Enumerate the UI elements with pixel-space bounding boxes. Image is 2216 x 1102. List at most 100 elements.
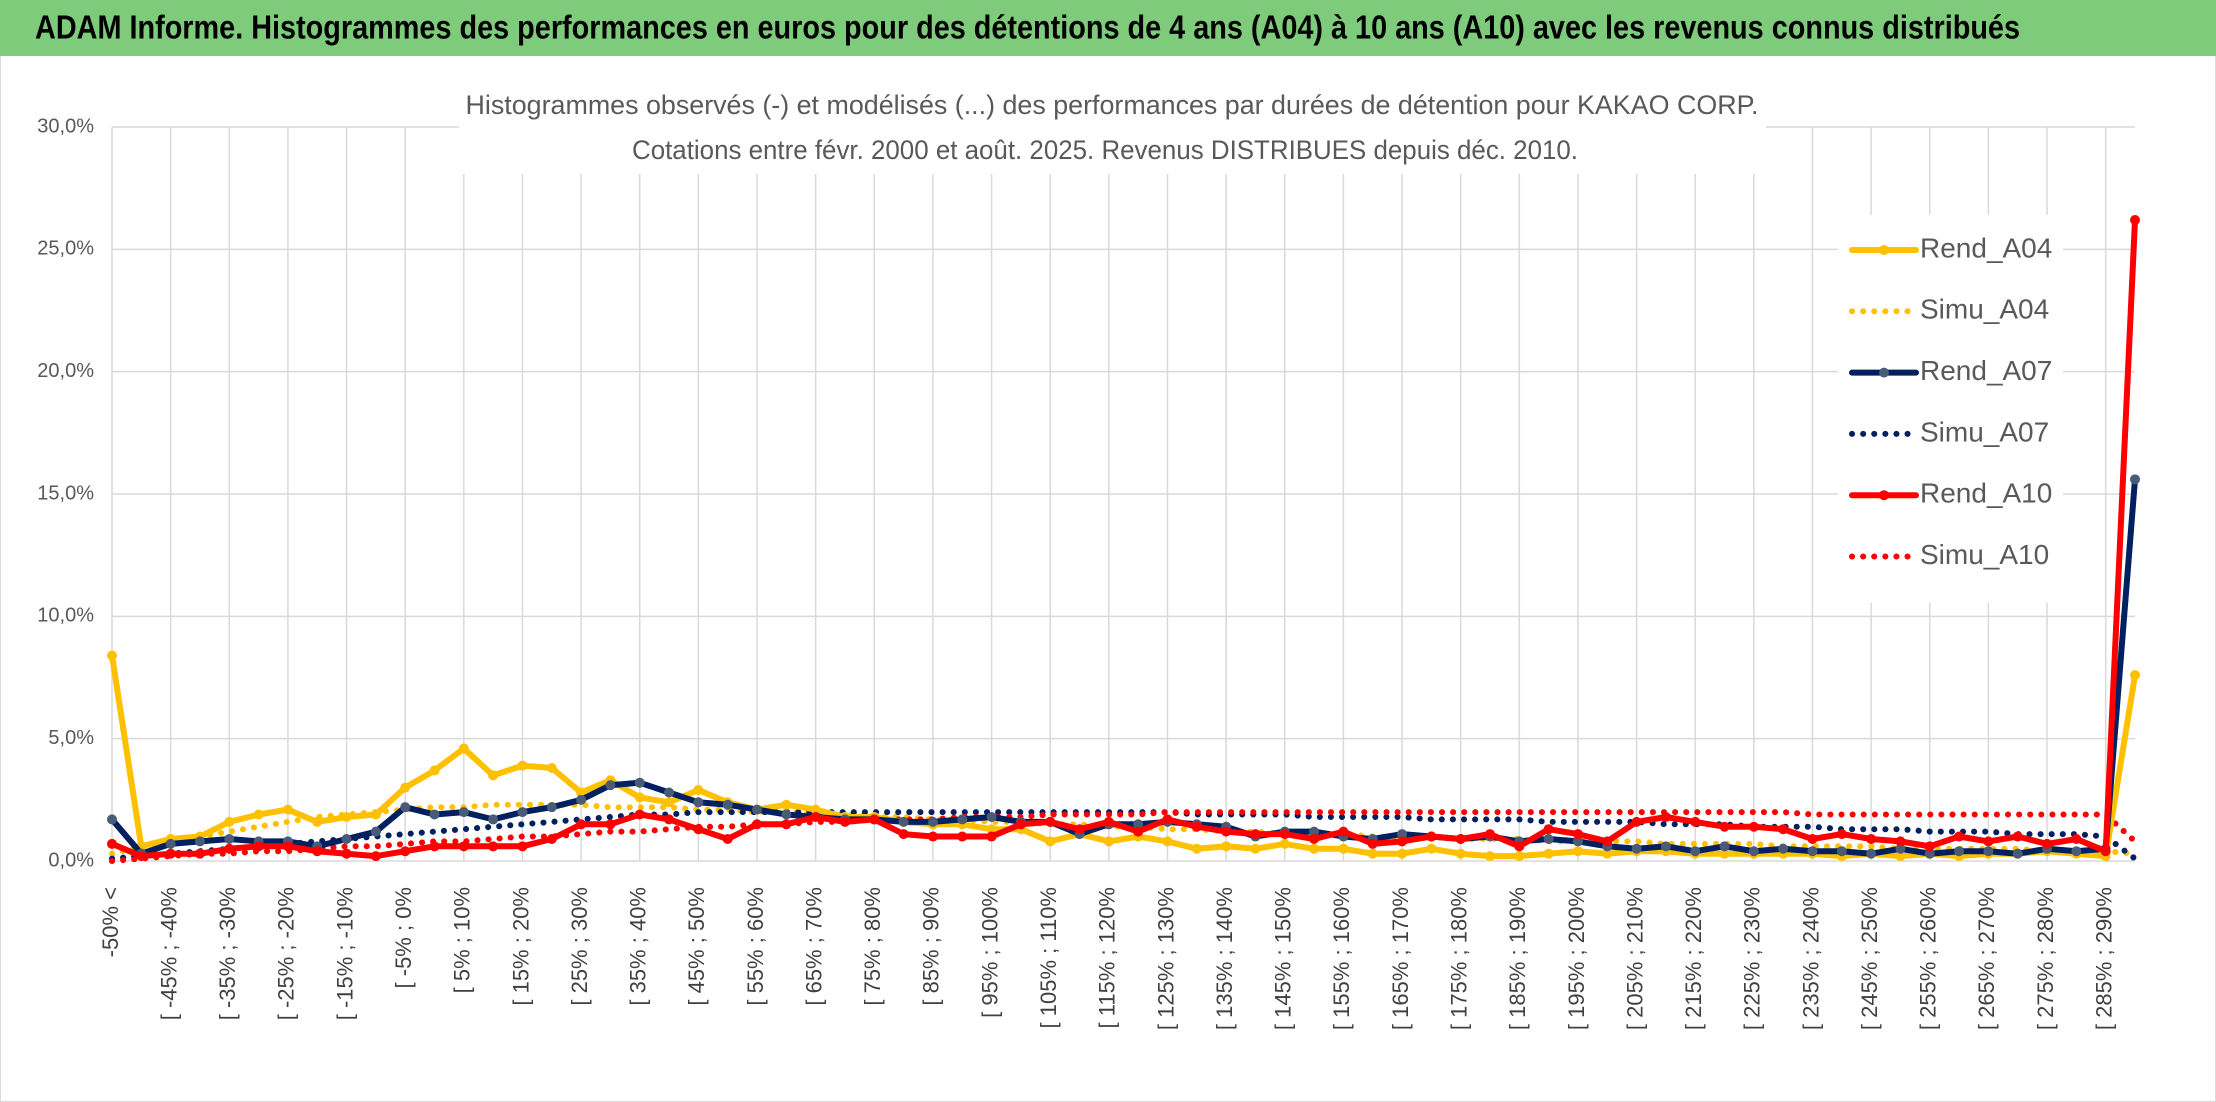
series-marker: [927, 831, 938, 842]
series-marker: [957, 831, 968, 842]
y-tick-label: 5,0%: [48, 727, 94, 749]
series-marker: [1572, 836, 1583, 847]
series-marker: [458, 841, 469, 852]
legend: Rend_A04 Simu_A04 Rend_A07 Simu_A07 Rend_A10…: [1838, 215, 2063, 603]
series-marker: [1895, 851, 1906, 862]
y-tick-label: 15,0%: [37, 482, 94, 504]
legend-box: [1838, 215, 2063, 603]
legend-label: Simu_A07: [1920, 416, 2049, 447]
series-marker: [1250, 829, 1261, 840]
series-marker: [1103, 816, 1114, 827]
x-tick-label: [ 145% ; 150%: [1271, 887, 1296, 1030]
series-marker: [898, 829, 909, 840]
series-marker: [1602, 836, 1613, 847]
series-marker: [1748, 846, 1759, 857]
series-marker: [722, 833, 733, 844]
series-marker: [282, 804, 293, 815]
series-marker: [165, 838, 176, 849]
series-marker: [1309, 833, 1320, 844]
x-tick-label: [ 255% ; 260%: [1916, 887, 1941, 1030]
series-line: [109, 809, 2138, 862]
series-marker: [2130, 214, 2140, 225]
series-marker: [107, 650, 117, 661]
series-marker: [1221, 841, 1232, 852]
series-marker: [986, 831, 997, 842]
series-marker: [605, 819, 616, 830]
series-marker: [370, 826, 381, 837]
series-marker: [1484, 829, 1495, 840]
series-marker: [1983, 836, 1994, 847]
x-tick-label: [ 45% ; 50%: [684, 887, 709, 1006]
series-marker: [1895, 836, 1906, 847]
series-marker: [781, 819, 792, 830]
x-tick-label: [ 175% ; 180%: [1446, 887, 1471, 1030]
x-tick-label: [ 155% ; 160%: [1329, 887, 1354, 1030]
series-marker: [1484, 851, 1495, 862]
legend-marker: [1879, 490, 1889, 501]
series-marker: [165, 848, 176, 859]
series-marker: [1836, 846, 1847, 857]
series-marker: [898, 816, 909, 827]
series-marker: [1690, 846, 1701, 857]
series-marker: [517, 760, 528, 771]
series-marker: [312, 816, 323, 827]
x-tick-label: [ 275% ; 280%: [2033, 887, 2058, 1030]
y-tick-label: 20,0%: [37, 360, 94, 382]
series-marker: [1133, 819, 1144, 830]
series-marker: [400, 846, 411, 857]
series-marker: [1807, 833, 1818, 844]
series-marker: [488, 770, 499, 781]
series-marker: [136, 851, 147, 862]
series-marker: [1162, 836, 1173, 847]
series-marker: [1221, 826, 1232, 837]
x-tick-label: [ 85% ; 90%: [919, 887, 944, 1006]
series-marker: [1631, 816, 1642, 827]
plot: [107, 214, 2140, 864]
series-marker: [341, 833, 352, 844]
x-tick-label: [ 65% ; 70%: [801, 887, 826, 1006]
series-marker: [1660, 841, 1671, 852]
series-marker: [634, 792, 645, 803]
x-tick-label: [ 15% ; 20%: [508, 887, 533, 1006]
series-marker: [1543, 848, 1554, 859]
series-marker: [576, 794, 587, 805]
legend-marker: [1879, 245, 1889, 255]
series-marker: [429, 765, 440, 776]
series-marker: [2012, 848, 2023, 859]
series-marker: [2100, 846, 2111, 857]
series-marker: [1191, 843, 1202, 854]
x-tick-label: [ 115% ; 120%: [1095, 887, 1120, 1028]
series-marker: [1543, 833, 1554, 844]
series-marker: [1690, 816, 1701, 827]
series-marker: [605, 780, 616, 791]
series-marker: [1514, 851, 1525, 862]
series-marker: [810, 811, 821, 822]
y-tick-label: 25,0%: [37, 238, 94, 260]
series-marker: [2130, 670, 2140, 681]
series-marker: [1719, 848, 1730, 859]
series-marker: [370, 851, 381, 862]
series-marker: [664, 797, 675, 808]
series-marker: [1338, 843, 1349, 854]
series-marker: [1455, 833, 1466, 844]
series-marker: [429, 809, 440, 820]
x-tick-label: [ 55% ; 60%: [743, 887, 768, 1006]
series-marker: [546, 802, 557, 813]
series-marker: [1954, 831, 1965, 842]
series-marker: [1103, 836, 1114, 847]
x-tick-label: [ -25% ; -20%: [274, 887, 299, 1020]
x-tick-label: [ 185% ; 190%: [1505, 887, 1530, 1030]
series-marker: [1514, 841, 1525, 852]
title-background: [459, 84, 1766, 174]
legend-label: Rend_A07: [1920, 355, 2052, 386]
series-marker: [1397, 829, 1408, 840]
series-line: [109, 652, 2138, 860]
header-title: ADAM Informe. Histogrammes des performan…: [35, 9, 2020, 46]
series-marker: [1426, 843, 1437, 854]
series-marker: [194, 848, 205, 859]
x-tick-label: [ 105% ; 110%: [1036, 887, 1061, 1028]
series-marker: [1572, 846, 1583, 857]
series-marker: [1367, 848, 1378, 859]
x-tick-label: [ 125% ; 130%: [1153, 887, 1178, 1030]
